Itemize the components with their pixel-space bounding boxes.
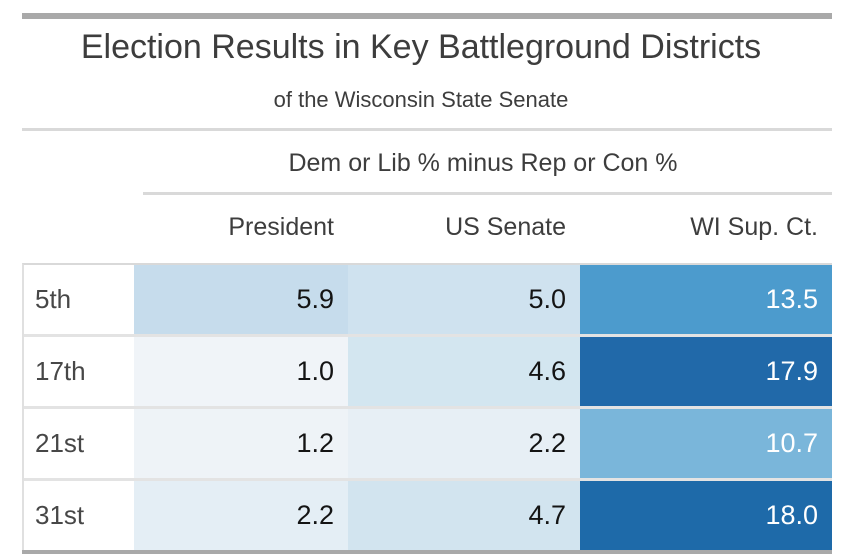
cell-us-senate: 4.6 (348, 337, 580, 406)
bottom-border-bar (22, 550, 832, 554)
stub-spacer (22, 147, 134, 179)
table-body: 5th 5.9 5.0 13.5 17th 1.0 4.6 17.9 21st … (22, 263, 832, 550)
page-subtitle: of the Wisconsin State Senate (273, 87, 569, 112)
cell-wi-sup-ct: 13.5 (580, 265, 832, 334)
table-row-5th: 5th 5.9 5.0 13.5 (24, 265, 832, 337)
cell-wi-sup-ct: 18.0 (580, 481, 832, 550)
cell-us-senate: 4.7 (348, 481, 580, 550)
spanner-row: Dem or Lib % minus Rep or Con % (22, 147, 832, 179)
table-row-31st: 31st 2.2 4.7 18.0 (24, 481, 832, 550)
page-title: Election Results in Key Battleground Dis… (80, 28, 762, 66)
cell-us-senate: 5.0 (348, 265, 580, 334)
cell-wi-sup-ct: 10.7 (580, 409, 832, 478)
table-row-17th: 17th 1.0 4.6 17.9 (24, 337, 832, 409)
row-label: 17th (24, 337, 134, 406)
column-header-wi-sup-ct: WI Sup. Ct. (690, 213, 818, 241)
column-header-row: President US Senate WI Sup. Ct. (22, 195, 832, 263)
cell-wi-sup-ct: 17.9 (580, 337, 832, 406)
cell-us-senate: 2.2 (348, 409, 580, 478)
column-header-president: President (228, 213, 334, 241)
column-spanner-label: Dem or Lib % minus Rep or Con % (288, 149, 678, 177)
spanner-underline (143, 192, 832, 195)
cell-president: 2.2 (134, 481, 348, 550)
cell-president: 5.9 (134, 265, 348, 334)
stub-header (22, 212, 134, 242)
top-border-bar (22, 13, 832, 19)
row-label: 31st (24, 481, 134, 550)
header-divider (22, 128, 832, 131)
row-label: 21st (24, 409, 134, 478)
column-header-us-senate: US Senate (445, 213, 566, 241)
cell-president: 1.2 (134, 409, 348, 478)
row-label: 5th (24, 265, 134, 334)
table-row-21st: 21st 1.2 2.2 10.7 (24, 409, 832, 481)
results-table: Dem or Lib % minus Rep or Con % Presiden… (22, 147, 832, 550)
cell-president: 1.0 (134, 337, 348, 406)
